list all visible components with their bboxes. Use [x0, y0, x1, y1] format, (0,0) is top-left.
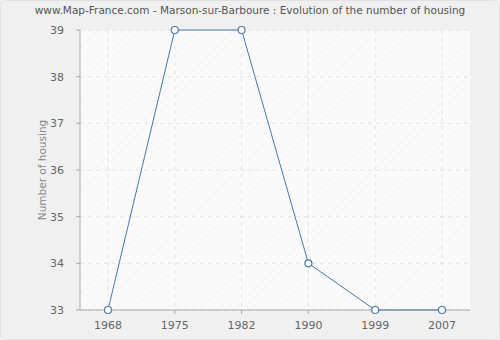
tick-mark — [241, 310, 242, 314]
y-tick-label: 35 — [50, 211, 64, 224]
grid-line — [80, 76, 470, 77]
tick-mark — [76, 76, 80, 77]
grid-line — [241, 30, 242, 310]
series-group — [105, 27, 446, 314]
y-tick-label: 39 — [50, 24, 64, 37]
tick-mark — [76, 30, 80, 31]
chart-svg: 33 34 35 36 37 38 39 1968 1975 1982 1990 1999 2007 ww… — [0, 0, 500, 340]
x-tick-label: 2007 — [428, 319, 456, 332]
y-axis — [80, 30, 81, 310]
data-point — [238, 27, 245, 34]
tick-mark — [174, 310, 175, 314]
x-tick-label: 1999 — [361, 319, 389, 332]
plot-area — [80, 30, 470, 310]
grid-line — [174, 30, 175, 310]
x-tick-label: 1982 — [228, 319, 256, 332]
grid-line — [80, 30, 470, 31]
tick-mark — [76, 216, 80, 217]
x-tick-label: 1968 — [94, 319, 122, 332]
grid-line — [80, 216, 470, 217]
grid-line — [80, 263, 470, 264]
data-point — [105, 307, 112, 314]
grid-line — [80, 170, 470, 171]
y-tick-label: 33 — [50, 304, 64, 317]
grid-line — [375, 30, 376, 310]
x-tick-label: 1975 — [161, 319, 189, 332]
data-point — [439, 307, 446, 314]
tick-mark — [76, 170, 80, 171]
series-line — [108, 30, 442, 310]
tick-mark — [308, 310, 309, 314]
data-point — [372, 307, 379, 314]
tick-mark — [76, 263, 80, 264]
y-tick-label: 36 — [50, 164, 64, 177]
tick-mark — [76, 310, 80, 311]
chart-container: 33 34 35 36 37 38 39 1968 1975 1982 1990 1999 2007 ww… — [0, 0, 500, 340]
grid-line — [442, 30, 443, 310]
y-axis-label: Number of housing — [36, 120, 48, 220]
grid-line — [308, 30, 309, 310]
data-point — [171, 27, 178, 34]
x-tick-label: 1990 — [294, 319, 322, 332]
panel — [1, 1, 500, 340]
tick-mark — [76, 123, 80, 124]
data-point — [305, 260, 312, 267]
y-tick-label: 37 — [50, 117, 64, 130]
title: www.Map-France.com - Marson-sur-Barboure… — [35, 4, 466, 16]
y-tick-label: 34 — [50, 257, 64, 270]
grid-line — [108, 30, 109, 310]
grid-line — [80, 123, 470, 124]
y-tick-label: 38 — [50, 71, 64, 84]
